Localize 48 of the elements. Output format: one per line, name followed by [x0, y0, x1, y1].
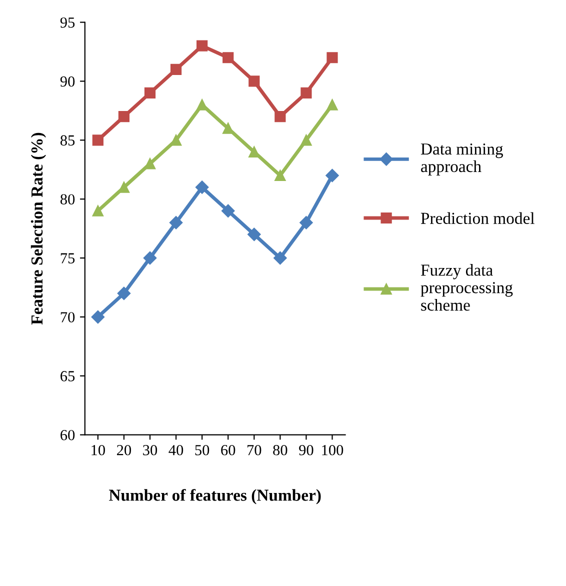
y-tick-label: 80	[60, 194, 75, 205]
y-tick-label: 95	[60, 17, 75, 28]
point	[196, 40, 208, 52]
point	[143, 251, 157, 265]
point	[300, 216, 313, 230]
point	[274, 111, 286, 122]
x-tick-label: 10	[92, 444, 105, 456]
y-tick-label: 75	[60, 253, 75, 264]
legend-label: Prediction model	[420, 212, 534, 224]
y-tick-label: 65	[60, 371, 75, 382]
point	[222, 52, 234, 64]
point	[169, 216, 183, 230]
point	[170, 64, 182, 75]
x-tick-label: 90	[299, 444, 314, 456]
point	[248, 228, 261, 242]
point	[248, 76, 260, 87]
point	[274, 251, 287, 265]
y-tick-label: 90	[60, 76, 75, 87]
point	[144, 87, 156, 99]
y-tick-label: 70	[60, 312, 75, 322]
x-tick-label: 60	[221, 444, 236, 456]
point	[300, 87, 312, 99]
y-tick-label: 85	[60, 135, 75, 146]
legend-label: Fuzzy data preprocessing scheme	[420, 264, 513, 311]
point	[91, 310, 105, 324]
point	[326, 168, 339, 182]
x-tick-label: 80	[273, 444, 288, 456]
y-tick-label: 60	[60, 430, 75, 440]
x-tick-label: 70	[248, 444, 262, 456]
point	[118, 111, 130, 122]
x-axis-title: Number of features (Number)	[109, 488, 321, 504]
legend-label: Data mining approach	[420, 143, 504, 176]
point	[117, 286, 131, 300]
x-tick-label: 50	[195, 444, 210, 456]
point	[222, 204, 235, 218]
point	[222, 122, 234, 134]
y-axis-title: Feature Selection Rate (%)	[30, 132, 46, 325]
x-tick-label: 30	[143, 444, 158, 456]
x-tick-label: 20	[116, 444, 132, 456]
point	[274, 170, 286, 182]
point	[300, 134, 312, 146]
point	[92, 134, 104, 146]
point	[195, 180, 209, 194]
x-tick-label: 40	[168, 444, 184, 456]
point	[326, 52, 338, 64]
point	[326, 99, 338, 110]
x-tick-label: 100	[322, 444, 344, 456]
point	[92, 205, 104, 216]
